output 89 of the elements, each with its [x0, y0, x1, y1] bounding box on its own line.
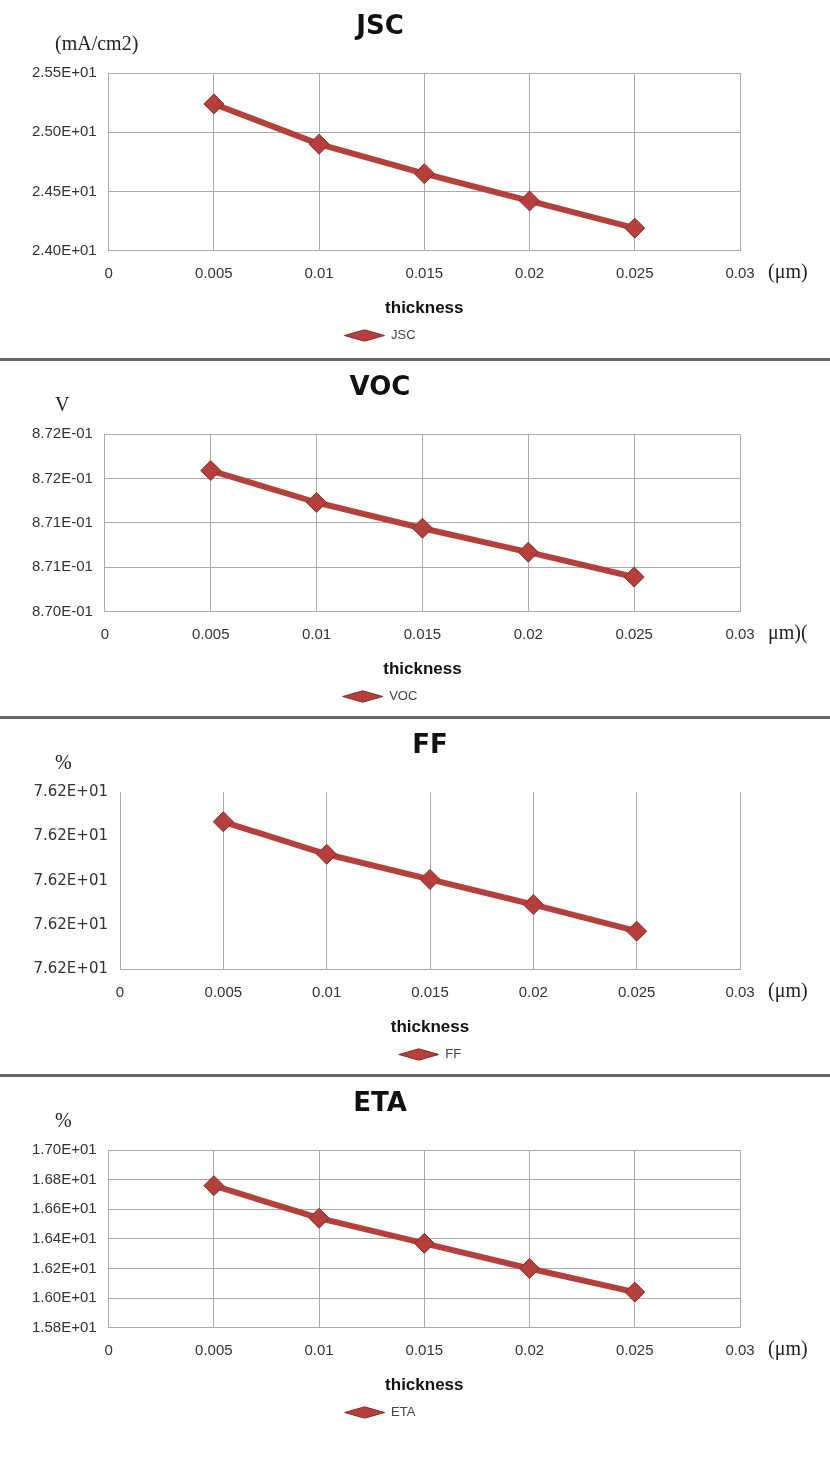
x-tick-label: 0.025	[615, 624, 653, 642]
point	[308, 133, 330, 155]
x-tick-label: 0.01	[312, 982, 342, 1000]
legend-label: ETA	[391, 1404, 416, 1420]
x-tick-label: 0.02	[514, 1340, 545, 1358]
text: (μm)	[768, 259, 808, 283]
point	[413, 1232, 435, 1254]
x-tick-label: 0.015	[411, 982, 449, 1000]
text: 7.62E+01	[33, 959, 108, 978]
x-tick-label: 0.025	[616, 263, 654, 281]
y-tick-label: 8.72E-01	[31, 468, 93, 486]
x-tick-label: 0.03	[725, 624, 755, 642]
text: 7.62E+01	[33, 826, 108, 845]
chart-title: VOC	[349, 371, 411, 402]
point	[517, 541, 539, 563]
y-tick-label: 8.71E-01	[31, 557, 93, 575]
x-tick-label: 0.01	[304, 263, 334, 281]
point	[306, 492, 328, 513]
point	[623, 566, 645, 588]
x-tick-label: 0	[115, 982, 125, 1000]
point	[519, 1257, 541, 1279]
point	[519, 190, 541, 212]
y-tick-label: 2.55E+01	[31, 63, 97, 81]
point	[624, 217, 646, 239]
y-tick-label: 1.66E+01	[31, 1199, 97, 1217]
x-tick-label: 0.03	[725, 263, 755, 281]
x-tick-label: 0.03	[725, 982, 755, 1000]
x-tick-label: 0.005	[191, 624, 230, 642]
text: (μm)	[768, 978, 808, 1002]
text: μm)(	[768, 620, 808, 644]
point	[419, 868, 441, 890]
x-axis-title: thickness	[385, 1375, 464, 1395]
point	[203, 93, 225, 115]
x-tick-label: 0.015	[403, 624, 442, 642]
chart-title: FF	[412, 729, 448, 760]
y-tick-label: 8.72E-01	[31, 424, 93, 442]
x-tick-label: 0.025	[617, 982, 656, 1000]
y-tick-label: 2.50E+01	[31, 122, 97, 140]
point	[411, 517, 433, 539]
y-tick-label: 8.71E-01	[31, 513, 93, 531]
x-axis-title: thickness	[385, 298, 464, 318]
y-tick-label: 1.70E+01	[31, 1140, 97, 1158]
chart-title: JSC	[354, 10, 404, 41]
y-axis-title: %	[55, 1109, 72, 1132]
y-tick-label: 1.60E+01	[31, 1288, 97, 1306]
x-tick-label: 0.01	[301, 624, 332, 642]
point	[203, 1175, 225, 1197]
y-tick-label: 1.68E+01	[31, 1169, 97, 1187]
x-tick-label: 0.015	[405, 1340, 444, 1358]
point	[200, 460, 222, 482]
x-tick-label: 0.02	[514, 263, 545, 281]
x-tick-label: 0	[100, 624, 110, 642]
y-tick-label: 2.45E+01	[31, 181, 97, 199]
y-tick-label: 2.40E+01	[31, 240, 97, 258]
x-tick-label: 0.005	[195, 1340, 233, 1358]
text: 7.62E+01	[33, 915, 108, 934]
x-tick-label: 0.03	[725, 1340, 755, 1358]
point	[626, 920, 648, 942]
x-tick-label: 0.005	[195, 263, 233, 281]
y-tick-label: 8.70E-01	[31, 601, 93, 619]
y-tick-label: 1.58E+01	[31, 1317, 97, 1335]
point	[316, 843, 338, 865]
x-tick-label: 0.02	[513, 624, 543, 642]
x-tick-label: 0.02	[518, 982, 548, 1000]
x-tick-label: 0	[104, 1340, 113, 1358]
x-tick-label: 0.005	[204, 982, 243, 1000]
point	[624, 1281, 646, 1303]
point	[212, 811, 234, 833]
x-tick-label: 0.015	[405, 263, 444, 281]
y-axis-title: %	[55, 751, 72, 774]
text: 7.62E+01	[33, 870, 108, 889]
legend-label: FF	[445, 1046, 462, 1062]
text: (μm)	[768, 1336, 808, 1360]
legend-label: VOC	[389, 688, 418, 704]
chart-title: ETA	[353, 1087, 407, 1118]
y-axis-title: V	[55, 393, 70, 416]
x-tick-label: 0.025	[616, 1340, 654, 1358]
y-tick-label: 1.62E+01	[31, 1258, 97, 1276]
x-tick-label: 0	[104, 263, 113, 281]
x-axis-title: thickness	[383, 659, 462, 679]
point	[308, 1207, 330, 1229]
text: 7.62E+01	[33, 782, 108, 801]
y-axis-title: (mA/cm2)	[55, 32, 139, 56]
x-tick-label: 0.01	[304, 1340, 334, 1358]
point	[522, 894, 544, 916]
y-tick-label: 1.64E+01	[31, 1229, 97, 1247]
x-axis-title: thickness	[390, 1017, 470, 1037]
legend-label: JSC	[390, 327, 416, 343]
point	[413, 163, 435, 185]
